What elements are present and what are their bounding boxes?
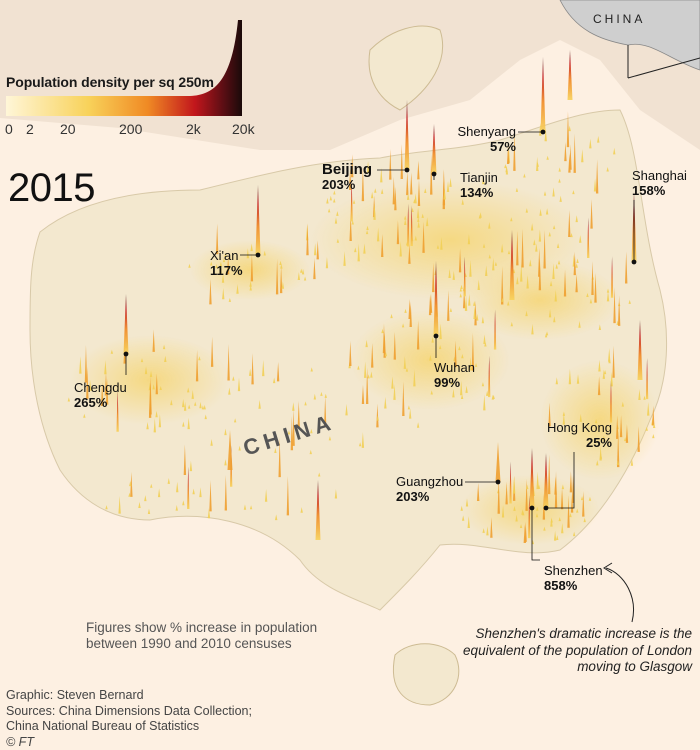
city-pct: 25%	[542, 435, 612, 450]
city-name: Beijing	[322, 161, 372, 178]
credit-graphic: Graphic: Steven Bernard	[6, 688, 252, 704]
city-pct: 57%	[454, 139, 516, 154]
hainan-island	[393, 644, 458, 705]
legend-tick: 20k	[232, 121, 255, 137]
city-pct: 99%	[434, 375, 475, 390]
city-name: Shanghai	[632, 168, 687, 183]
city-shanghai: Shanghai 158%	[632, 168, 687, 198]
inset-label: CHINA	[593, 12, 645, 26]
legend-tick: 200	[119, 121, 142, 137]
city-beijing: Beijing 203%	[322, 162, 372, 192]
credit-sources: Sources: China Dimensions Data Collectio…	[6, 704, 252, 720]
city-name: Shenyang	[457, 124, 516, 139]
population-spike	[568, 50, 573, 100]
city-guangzhou: Guangzhou 203%	[396, 474, 463, 504]
legend-tick: 2	[26, 121, 34, 137]
city-pct: 203%	[396, 489, 463, 504]
city-chengdu: Chengdu 265%	[74, 380, 127, 410]
legend-tick: 20	[60, 121, 76, 137]
city-pct: 265%	[74, 395, 127, 410]
shenzhen-note: Shenzhen's dramatic increase is the equi…	[462, 626, 692, 676]
city-pct: 117%	[210, 263, 243, 278]
city-name: Shenzhen	[544, 563, 603, 578]
city-name: Hong Kong	[547, 420, 612, 435]
city-hong-kong: Hong Kong 25%	[542, 420, 612, 450]
city-wuhan: Wuhan 99%	[434, 360, 475, 390]
city-pct: 858%	[544, 578, 603, 593]
credit-sources: China National Bureau of Statistics	[6, 719, 252, 735]
legend-title: Population density per sq 250m	[6, 74, 214, 90]
population-spike	[541, 57, 546, 132]
city-shenyang: Shenyang 57%	[454, 124, 516, 154]
credits: Graphic: Steven Bernard Sources: China D…	[6, 688, 252, 750]
city-name: Wuhan	[434, 360, 475, 375]
year-label: 2015	[8, 166, 95, 211]
shenzhen-arrow	[606, 568, 633, 622]
city-name: Tianjin	[460, 170, 498, 185]
population-spike	[432, 124, 437, 174]
city-name: Chengdu	[74, 380, 127, 395]
city-xian: Xi'an 117%	[210, 248, 243, 278]
city-pct: 158%	[632, 183, 687, 198]
legend-tick: 2k	[186, 121, 201, 137]
city-pct: 203%	[322, 177, 372, 192]
city-name: Guangzhou	[396, 474, 463, 489]
city-shenzhen: Shenzhen 858%	[544, 563, 603, 593]
footnote: Figures show % increase in population be…	[86, 620, 326, 652]
legend-tick: 0	[5, 121, 13, 137]
city-name: Xi'an	[210, 248, 239, 263]
city-pct: 134%	[460, 185, 498, 200]
city-tianjin: Tianjin 134%	[460, 170, 498, 200]
